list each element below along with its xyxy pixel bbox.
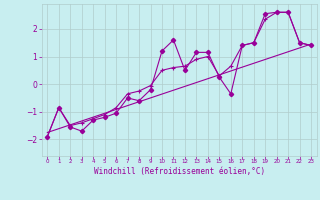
X-axis label: Windchill (Refroidissement éolien,°C): Windchill (Refroidissement éolien,°C) (94, 167, 265, 176)
